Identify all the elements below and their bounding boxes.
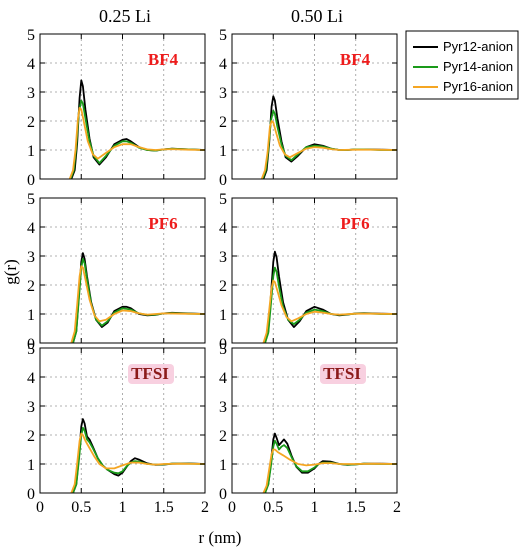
ytick-label-2-1: 1 bbox=[27, 307, 35, 324]
ytick-label-2-3: 3 bbox=[27, 249, 35, 266]
column-title-1: 0.50 Li bbox=[291, 6, 343, 26]
x-axis-label: r (nm) bbox=[199, 528, 242, 547]
series-line-5-1 bbox=[264, 439, 397, 494]
panel-label-4: TFSI bbox=[131, 364, 169, 383]
ytick-label-1-2: 2 bbox=[219, 114, 227, 131]
ytick-label-1-1: 1 bbox=[219, 143, 227, 160]
ytick-label-1-5: 5 bbox=[219, 27, 227, 44]
panel-4: 0 1 2 3 4 5 0 0.5 1 1.5 2 TFSI bbox=[27, 341, 209, 516]
ytick-label-5-0: 0 bbox=[219, 486, 227, 503]
ytick-label-0-3: 3 bbox=[27, 85, 35, 102]
ytick-label-5-4: 4 bbox=[219, 370, 227, 387]
panel-3: 0 1 2 3 4 5 PF6 bbox=[219, 191, 398, 353]
legend-label-pyr14: Pyr14-anion bbox=[443, 59, 513, 74]
ytick-label-2-5: 5 bbox=[27, 191, 35, 208]
ytick-label-1-4: 4 bbox=[219, 56, 227, 73]
ytick-label-2-2: 2 bbox=[27, 278, 35, 295]
xtick-label-4-1: 0.5 bbox=[71, 499, 91, 516]
ytick-label-5-3: 3 bbox=[219, 399, 227, 416]
ytick-label-3-2: 2 bbox=[219, 278, 227, 295]
panel-5: 0 1 2 3 4 5 0 0.5 1 1.5 2 TFSI bbox=[219, 341, 401, 516]
ytick-label-4-0: 0 bbox=[27, 486, 35, 503]
ytick-label-1-3: 3 bbox=[219, 85, 227, 102]
ytick-label-4-5: 5 bbox=[27, 341, 35, 358]
series-line-0-0 bbox=[70, 79, 206, 180]
panel-label-2: PF6 bbox=[148, 214, 177, 233]
ytick-label-3-5: 5 bbox=[219, 191, 227, 208]
series-line-1-2 bbox=[260, 120, 398, 180]
series-line-3-0 bbox=[264, 250, 398, 344]
series-line-4-2 bbox=[70, 432, 206, 494]
legend-label-pyr16: Pyr16-anion bbox=[443, 79, 513, 94]
ytick-label-3-3: 3 bbox=[219, 249, 227, 266]
ytick-label-4-4: 4 bbox=[27, 370, 35, 387]
series-line-4-0 bbox=[72, 418, 206, 494]
xtick-label-4-0: 0 bbox=[36, 499, 44, 516]
panel-tag-bg-5 bbox=[320, 364, 366, 384]
ytick-label-5-2: 2 bbox=[219, 428, 227, 445]
panel-label-0: BF4 bbox=[148, 50, 179, 69]
xtick-label-4-3: 1.5 bbox=[154, 499, 174, 516]
ytick-label-0-5: 5 bbox=[27, 27, 35, 44]
ytick-label-2-4: 4 bbox=[27, 220, 35, 237]
series-line-2-2 bbox=[70, 265, 206, 344]
series-line-2-0 bbox=[72, 252, 206, 344]
ytick-label-0-0: 0 bbox=[27, 172, 35, 189]
panel-0: 0 1 2 3 4 5 BF4 bbox=[27, 27, 206, 189]
panel-label-5: TFSI bbox=[323, 364, 361, 383]
ytick-label-5-1: 1 bbox=[219, 457, 227, 474]
series-line-3-2 bbox=[262, 279, 398, 344]
ytick-label-0-4: 4 bbox=[27, 56, 35, 73]
ytick-label-1-0: 0 bbox=[219, 172, 227, 189]
panel-1: 0 1 2 3 4 5 BF4 bbox=[219, 27, 398, 189]
series-line-5-2 bbox=[262, 448, 398, 494]
column-title-0: 0.25 Li bbox=[99, 6, 151, 26]
series-line-1-0 bbox=[262, 95, 398, 180]
y-axis-label: g(r) bbox=[1, 259, 20, 284]
xtick-label-5-0: 0 bbox=[228, 499, 236, 516]
ytick-label-2-0: 0 bbox=[27, 336, 35, 353]
panel-label-3: PF6 bbox=[340, 214, 369, 233]
ytick-label-0-2: 2 bbox=[27, 114, 35, 131]
ytick-label-4-3: 3 bbox=[27, 399, 35, 416]
ytick-label-0-1: 1 bbox=[27, 143, 35, 160]
xtick-label-5-3: 1.5 bbox=[346, 499, 366, 516]
series-line-2-1 bbox=[72, 257, 206, 344]
panels-group: 0 1 2 3 4 5 BF4 0 1 2 3 4 5 BF4 0 1 2 3 4 5 PF6 0 1 2 3 4 5 PF6 0 1 2 3… bbox=[27, 27, 401, 516]
series-line-0-2 bbox=[68, 107, 206, 180]
ytick-label-3-1: 1 bbox=[219, 307, 227, 324]
xtick-label-5-2: 1 bbox=[311, 499, 319, 516]
ytick-label-3-0: 0 bbox=[219, 336, 227, 353]
panel-2: 0 1 2 3 4 5 PF6 bbox=[27, 191, 206, 353]
legend-label-pyr12: Pyr12-anion bbox=[443, 39, 513, 54]
xtick-label-5-4: 2 bbox=[393, 499, 401, 516]
ytick-label-5-5: 5 bbox=[219, 341, 227, 358]
xtick-label-4-4: 2 bbox=[201, 499, 209, 516]
panel-label-1: BF4 bbox=[340, 50, 371, 69]
xtick-label-4-2: 1 bbox=[119, 499, 127, 516]
ytick-label-4-2: 2 bbox=[27, 428, 35, 445]
legend: Pyr12-anion Pyr14-anion Pyr16-anion bbox=[405, 30, 519, 100]
ytick-label-3-4: 4 bbox=[219, 220, 227, 237]
xtick-label-5-1: 0.5 bbox=[263, 499, 283, 516]
ytick-label-4-1: 1 bbox=[27, 457, 35, 474]
panel-tag-bg-4 bbox=[128, 364, 174, 384]
